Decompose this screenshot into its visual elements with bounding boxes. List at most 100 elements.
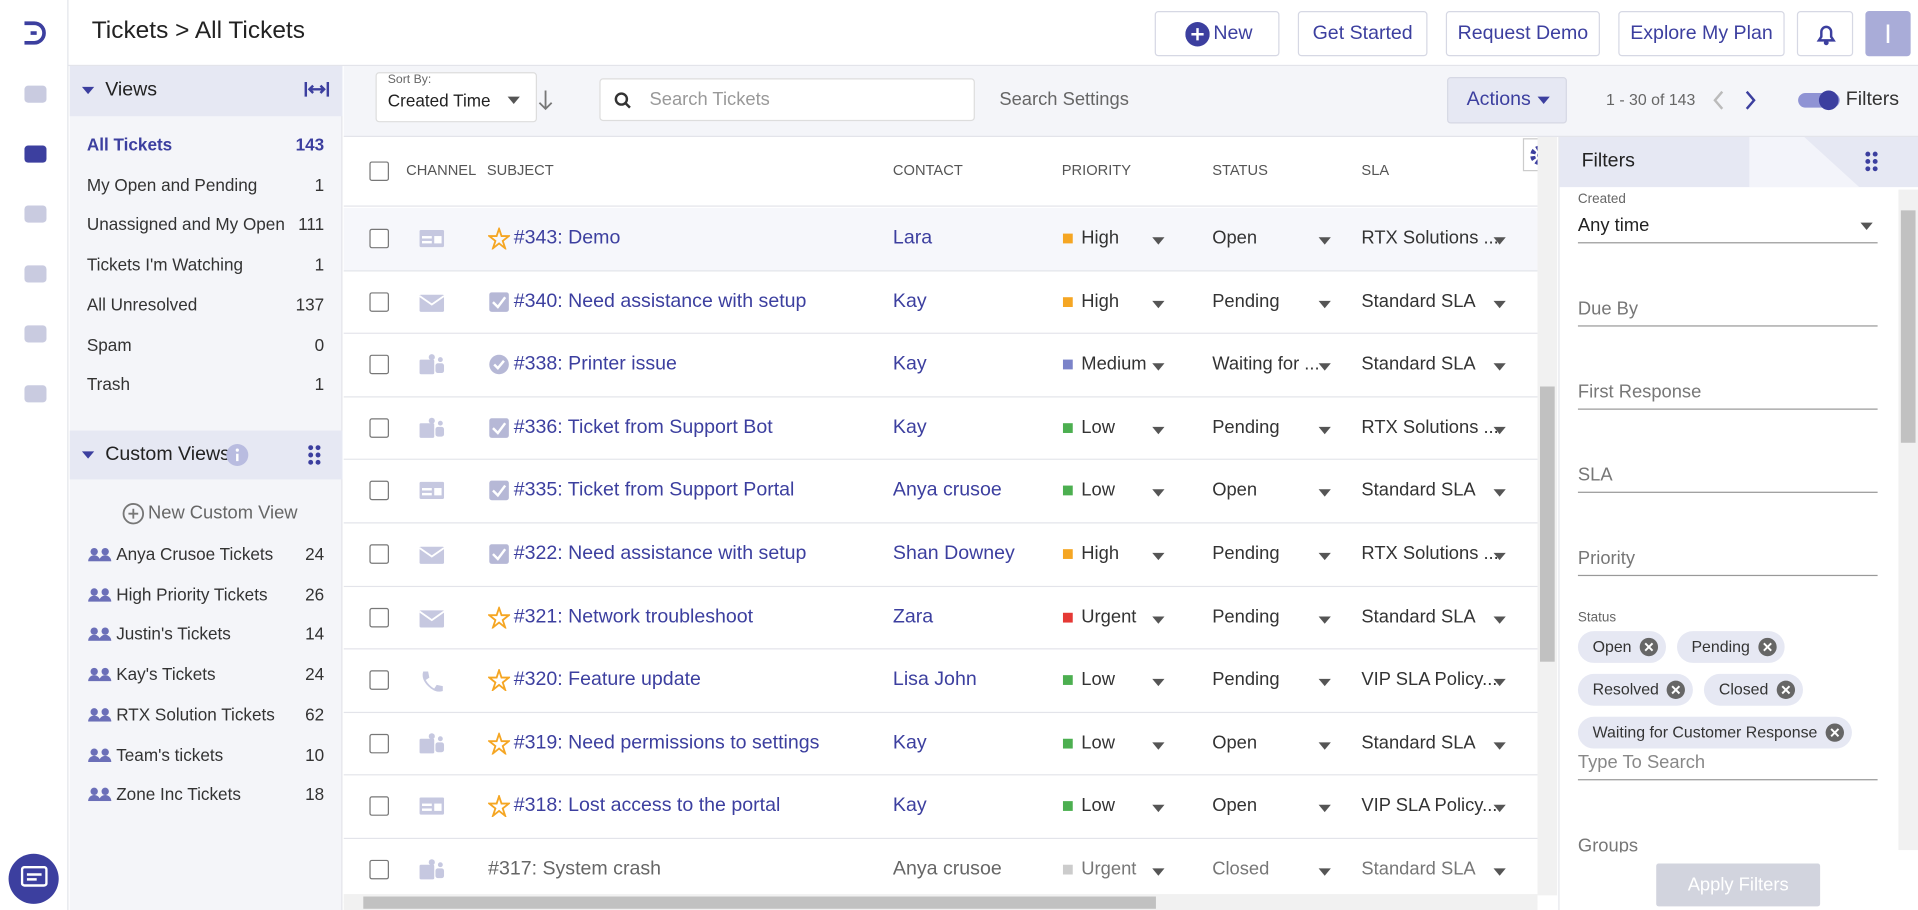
dropdown-caret[interactable]: [1317, 867, 1332, 877]
ticket-subject[interactable]: #319: Need permissions to settings: [514, 732, 820, 754]
row-checkbox[interactable]: [369, 797, 389, 817]
dropdown-caret[interactable]: [1492, 615, 1507, 625]
chip-remove[interactable]: [1825, 723, 1845, 743]
sort-direction[interactable]: [538, 89, 553, 111]
ticket-subject[interactable]: #317: System crash: [488, 859, 661, 881]
header-button[interactable]: Get Started: [1298, 11, 1428, 56]
dropdown-caret[interactable]: [81, 86, 96, 96]
ticket-mark[interactable]: [488, 417, 510, 439]
ticket-contact[interactable]: Kay: [893, 291, 927, 313]
ticket-contact[interactable]: Kay: [893, 417, 927, 439]
dropdown-caret[interactable]: [506, 95, 521, 105]
dropdown-caret[interactable]: [1317, 552, 1332, 562]
apply-button[interactable]: Apply Filters: [1656, 864, 1820, 907]
status-chip[interactable]: Resolved: [1578, 674, 1693, 706]
ticket-contact[interactable]: Kay: [893, 354, 927, 376]
dropdown-caret[interactable]: [1317, 741, 1332, 751]
ticket-mark[interactable]: [488, 227, 510, 249]
collapse-icon[interactable]: [303, 80, 330, 100]
view-item[interactable]: All Unresolved: [87, 295, 197, 315]
dropdown-caret[interactable]: [1492, 425, 1507, 435]
view-item[interactable]: My Open and Pending: [87, 175, 257, 195]
dropdown-caret[interactable]: [1317, 804, 1332, 814]
row-checkbox[interactable]: [369, 292, 389, 312]
created-value[interactable]: Any time: [1578, 215, 1649, 236]
row-checkbox[interactable]: [369, 860, 389, 880]
filters-drag[interactable]: [1864, 150, 1879, 172]
new-custom-view[interactable]: New Custom View: [148, 503, 298, 524]
view-item[interactable]: All Tickets: [87, 135, 172, 155]
row-checkbox[interactable]: [369, 670, 389, 690]
chip-remove[interactable]: [1776, 680, 1796, 700]
filters-toggle[interactable]: [1797, 89, 1841, 111]
status-chip[interactable]: Waiting for Customer Response: [1578, 717, 1852, 749]
nav-icon[interactable]: [22, 382, 49, 406]
row-checkbox[interactable]: [369, 355, 389, 375]
dropdown-caret[interactable]: [1151, 804, 1166, 814]
notification-button[interactable]: [1797, 11, 1853, 56]
dropdown-caret[interactable]: [1859, 221, 1874, 231]
drag-icon[interactable]: [307, 444, 322, 466]
dropdown-caret[interactable]: [1151, 236, 1166, 246]
nav-icon[interactable]: [22, 82, 49, 106]
ticket-contact[interactable]: Lara: [893, 227, 932, 249]
horizontal-thumb[interactable]: [363, 897, 1156, 909]
filter-field[interactable]: Priority: [1578, 548, 1635, 569]
dropdown-caret[interactable]: [1536, 95, 1551, 105]
prev-page[interactable]: [1711, 89, 1726, 111]
dropdown-caret[interactable]: [1151, 362, 1166, 372]
next-page[interactable]: [1743, 89, 1758, 111]
nav-icon[interactable]: [22, 322, 49, 346]
ticket-contact[interactable]: Zara: [893, 606, 933, 628]
dropdown-caret[interactable]: [1317, 362, 1332, 372]
header-button[interactable]: New: [1155, 11, 1280, 56]
dropdown-caret[interactable]: [1317, 615, 1332, 625]
actions-label[interactable]: Actions: [1467, 89, 1531, 111]
row-checkbox[interactable]: [369, 418, 389, 438]
dropdown-caret[interactable]: [1492, 552, 1507, 562]
ticket-subject[interactable]: #336: Ticket from Support Bot: [514, 417, 773, 439]
chip-remove[interactable]: [1639, 637, 1659, 657]
ticket-contact[interactable]: Lisa John: [893, 669, 977, 691]
row-checkbox[interactable]: [369, 229, 389, 249]
ticket-mark[interactable]: [488, 795, 510, 817]
custom-view-item[interactable]: Zone Inc Tickets: [116, 784, 241, 804]
dropdown-caret[interactable]: [1317, 488, 1332, 498]
header-button[interactable]: Request Demo: [1446, 11, 1600, 56]
ticket-subject[interactable]: #340: Need assistance with setup: [514, 291, 807, 313]
nav-icon[interactable]: [22, 262, 49, 286]
dropdown-caret[interactable]: [1151, 299, 1166, 309]
chip-remove[interactable]: [1666, 680, 1686, 700]
ticket-subject[interactable]: #335: Ticket from Support Portal: [514, 480, 795, 502]
nav-icon[interactable]: [22, 142, 49, 166]
filters-scroll-thumb[interactable]: [1901, 210, 1916, 442]
add-icon[interactable]: [122, 503, 144, 525]
ticket-contact[interactable]: Anya crusoe: [893, 480, 1002, 502]
search-settings[interactable]: Search Settings: [999, 89, 1129, 110]
filter-field[interactable]: SLA: [1578, 465, 1613, 486]
ticket-subject[interactable]: #322: Need assistance with setup: [514, 543, 807, 565]
ticket-mark[interactable]: [488, 606, 510, 628]
ticket-subject[interactable]: #321: Network troubleshoot: [514, 606, 753, 628]
ticket-mark[interactable]: [488, 732, 510, 754]
ticket-contact[interactable]: Anya crusoe: [893, 859, 1002, 881]
view-item[interactable]: Trash: [87, 374, 130, 394]
status-chip[interactable]: Open: [1578, 631, 1666, 663]
ticket-mark[interactable]: [488, 354, 510, 376]
type-to-search[interactable]: Type To Search: [1578, 752, 1705, 773]
custom-view-item[interactable]: Justin's Tickets: [116, 624, 231, 644]
dropdown-caret[interactable]: [1317, 425, 1332, 435]
status-chip[interactable]: Closed: [1704, 674, 1802, 706]
ticket-mark[interactable]: [488, 669, 510, 691]
ticket-mark[interactable]: [488, 291, 510, 313]
dropdown-caret[interactable]: [1151, 615, 1166, 625]
ticket-contact[interactable]: Kay: [893, 732, 927, 754]
row-checkbox[interactable]: [369, 481, 389, 501]
dropdown-caret[interactable]: [1151, 425, 1166, 435]
avatar[interactable]: I: [1865, 11, 1910, 56]
dropdown-caret[interactable]: [1151, 552, 1166, 562]
row-checkbox[interactable]: [369, 734, 389, 754]
custom-view-item[interactable]: Kay's Tickets: [116, 664, 215, 684]
dropdown-caret[interactable]: [1151, 488, 1166, 498]
nav-icon[interactable]: [22, 202, 49, 226]
